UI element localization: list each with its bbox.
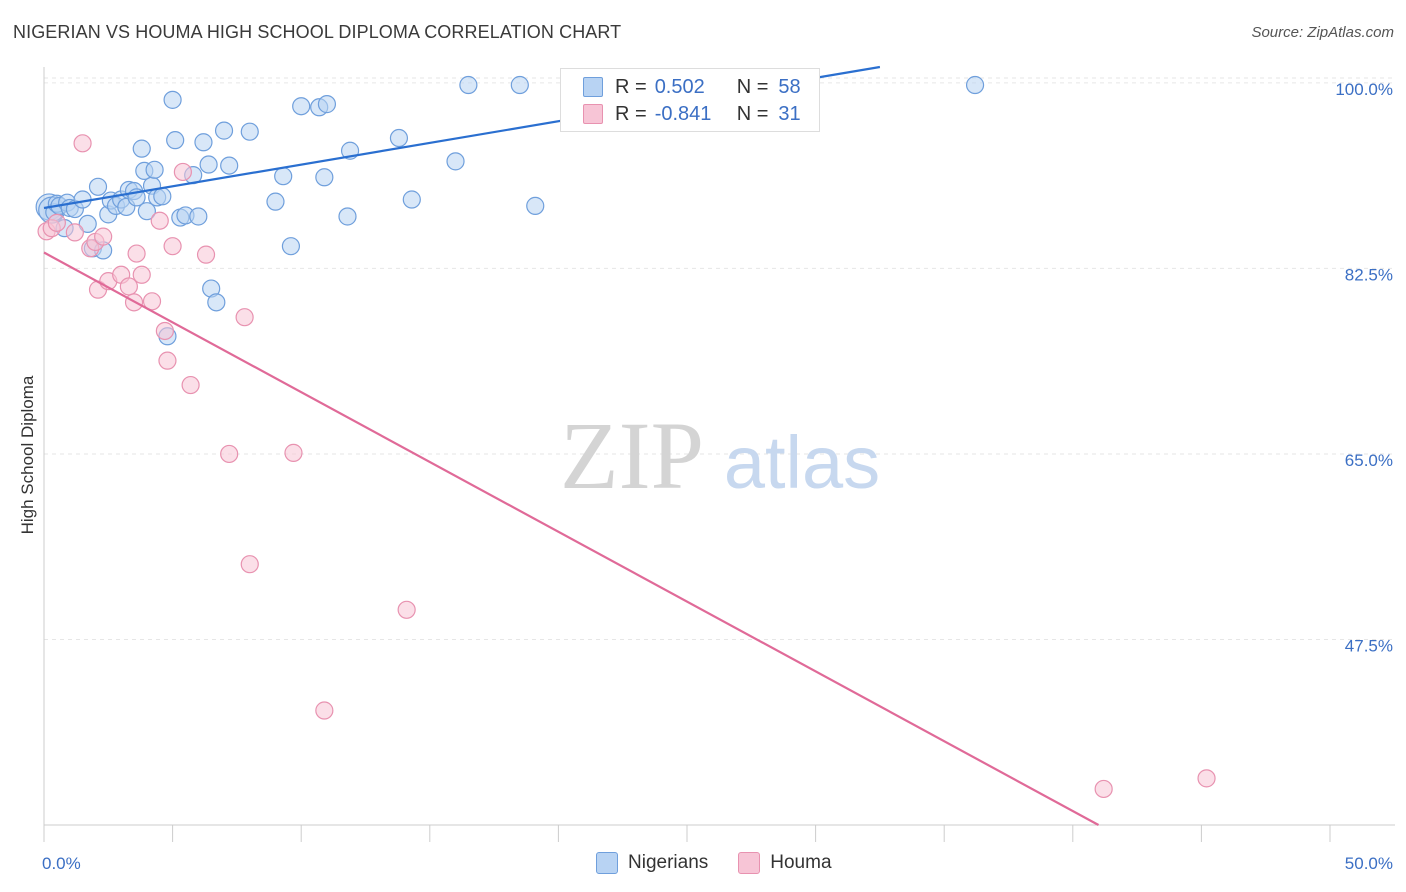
x-tick-label: 0.0% — [42, 854, 81, 873]
houma-point — [315, 701, 334, 720]
nigerians-point — [402, 190, 421, 209]
legend-row-houma: R = -0.841 N = 31 — [583, 101, 801, 127]
nigerians-point — [459, 75, 478, 95]
chart-title: NIGERIAN VS HOUMA HIGH SCHOOL DIPLOMA CO… — [13, 22, 622, 42]
nigerians-point — [315, 168, 334, 187]
correlation-legend: R = 0.502 N = 58 R = -0.841 N = 31 — [560, 68, 820, 132]
houma-trend-line — [43, 251, 1100, 826]
nigerians-point — [132, 139, 151, 158]
series-legend: Nigerians Houma — [596, 852, 862, 874]
nigerians-point — [189, 207, 208, 226]
nigerians-point — [317, 95, 337, 114]
houma-point — [65, 223, 84, 242]
nigerians-point — [510, 75, 529, 95]
y-tick-label: 47.5% — [1345, 636, 1393, 655]
nigerians-point — [163, 90, 182, 109]
legend-item-houma[interactable]: Houma — [738, 852, 832, 874]
houma-swatch — [583, 104, 603, 124]
houma-point — [240, 555, 259, 574]
nigerians-point — [965, 75, 985, 95]
houma-point — [196, 245, 216, 264]
tick-labels: 100.0% 82.5% 65.0% 47.5% 0.0% 50.0% — [42, 80, 1393, 873]
nigerians-point — [207, 293, 226, 312]
houma-point — [1197, 769, 1216, 788]
legend-label-houma: Houma — [770, 852, 832, 873]
nigerians-swatch — [583, 77, 603, 97]
houma-point — [94, 227, 113, 246]
nigerians-point — [153, 187, 172, 206]
watermark-zip: ZIP — [560, 402, 704, 509]
nigerians-point — [145, 160, 164, 179]
houma-point — [173, 162, 192, 182]
r-label: R = — [615, 102, 647, 125]
nigerians-point — [281, 237, 301, 256]
houma-point — [235, 308, 254, 327]
nigerians-point — [526, 196, 545, 215]
nigerians-swatch — [596, 852, 618, 874]
y-tick-label: 100.0% — [1335, 80, 1393, 99]
watermark-atlas: atlas — [724, 421, 880, 504]
legend-label-nigerians: Nigerians — [628, 852, 709, 873]
nigerians-point — [389, 128, 409, 148]
houma-point — [163, 237, 182, 256]
nigerians-point — [446, 152, 465, 171]
houma-point — [73, 134, 92, 153]
nigerians-point — [214, 121, 234, 140]
houma-swatch — [738, 852, 761, 874]
houma-point — [220, 444, 239, 464]
source-credit: Source: ZipAtlas.com — [1251, 24, 1394, 41]
nigerians-points — [35, 75, 985, 346]
nigerians-point — [220, 156, 239, 175]
r-value: -0.841 — [654, 102, 712, 125]
n-value: 58 — [778, 75, 801, 98]
houma-point — [132, 265, 151, 284]
nigerians-point — [274, 167, 293, 186]
r-value: 0.502 — [654, 75, 705, 98]
n-value: 31 — [778, 102, 801, 125]
houma-point — [181, 375, 200, 395]
axes — [43, 67, 1395, 842]
houma-point — [1094, 779, 1113, 799]
y-tick-label: 82.5% — [1345, 265, 1393, 284]
houma-points — [37, 134, 1216, 799]
houma-point — [158, 351, 177, 370]
nigerians-point — [88, 177, 108, 196]
grid-lines — [44, 77, 1395, 640]
legend-item-nigerians[interactable]: Nigerians — [596, 852, 708, 874]
houma-point — [150, 211, 169, 230]
nigerians-point — [292, 97, 311, 116]
nigerians-point — [137, 202, 156, 221]
nigerians-point — [194, 133, 213, 152]
x-tick-label: 50.0% — [1345, 854, 1393, 873]
houma-point — [142, 292, 162, 311]
houma-point — [397, 600, 416, 619]
n-label: N = — [736, 75, 769, 98]
y-tick-label: 65.0% — [1345, 451, 1393, 470]
nigerians-point — [78, 214, 97, 234]
houma-point — [47, 213, 66, 232]
houma-point — [155, 321, 174, 341]
nigerians-point — [166, 131, 185, 150]
nigerians-point — [266, 192, 285, 211]
n-label: N = — [736, 102, 769, 125]
r-label: R = — [615, 75, 647, 98]
watermark: ZIP atlas — [560, 402, 880, 509]
nigerians-point — [338, 207, 357, 226]
legend-row-nigerians: R = 0.502 N = 58 — [583, 74, 801, 100]
houma-point — [284, 443, 303, 462]
nigerians-point — [199, 155, 218, 174]
houma-point — [127, 244, 146, 263]
nigerians-point — [240, 122, 259, 141]
